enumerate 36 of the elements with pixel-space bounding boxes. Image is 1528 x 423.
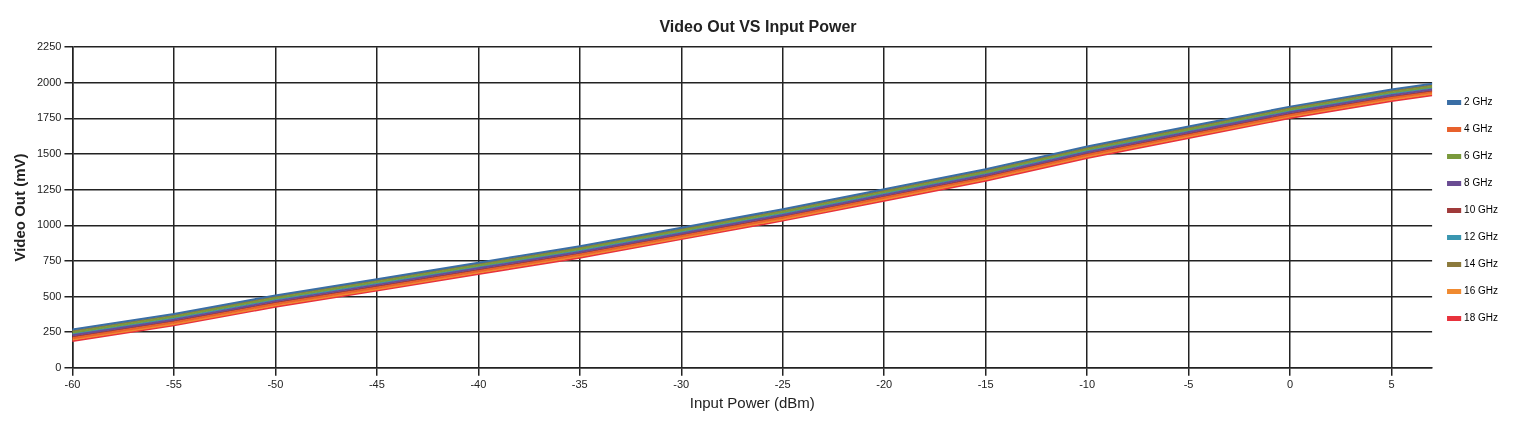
- y-tick-label: 2000: [36, 75, 62, 88]
- x-tick-label: -30: [673, 378, 690, 391]
- y-tick-label: 1000: [36, 218, 62, 231]
- legend-label: 18 GHz: [1464, 312, 1498, 324]
- y-tick-label: 2250: [36, 40, 62, 53]
- legend-label: 2 GHz: [1464, 96, 1493, 108]
- y-tick-label: 750: [43, 253, 62, 266]
- x-tick-label: -55: [165, 378, 182, 391]
- x-tick-label: -60: [64, 378, 81, 391]
- y-tick-label: 1250: [36, 182, 62, 195]
- y-tick-label: 0: [55, 360, 62, 373]
- x-tick-label: -50: [267, 378, 284, 391]
- legend-label: 14 GHz: [1464, 258, 1498, 270]
- x-tick-label: -20: [876, 378, 893, 391]
- legend-label: 10 GHz: [1464, 204, 1498, 216]
- x-tick-label: 5: [1388, 378, 1395, 391]
- y-tick-label: 1500: [36, 147, 62, 160]
- y-tick-label: 500: [43, 289, 62, 302]
- legend-label: 8 GHz: [1464, 177, 1493, 189]
- y-axis-title: Video Out (mV): [11, 153, 29, 262]
- x-tick-label: -40: [470, 378, 487, 391]
- chart-title: Video Out VS Input Power: [659, 18, 857, 36]
- x-tick-label: -5: [1183, 378, 1194, 391]
- y-tick-label: 250: [43, 325, 62, 338]
- x-tick-label: -10: [1079, 378, 1096, 391]
- x-tick-label: -35: [571, 378, 588, 391]
- legend-label: 6 GHz: [1464, 150, 1493, 162]
- legend-label: 4 GHz: [1464, 123, 1493, 135]
- y-tick-label: 1750: [36, 111, 62, 124]
- legend-label: 12 GHz: [1464, 231, 1498, 243]
- x-axis-title: Input Power (dBm): [689, 394, 815, 412]
- x-tick-label: -15: [977, 378, 994, 391]
- x-tick-label: -25: [774, 378, 791, 391]
- x-tick-label: -45: [368, 378, 385, 391]
- x-tick-label: 0: [1286, 378, 1294, 391]
- legend-label: 16 GHz: [1464, 285, 1498, 297]
